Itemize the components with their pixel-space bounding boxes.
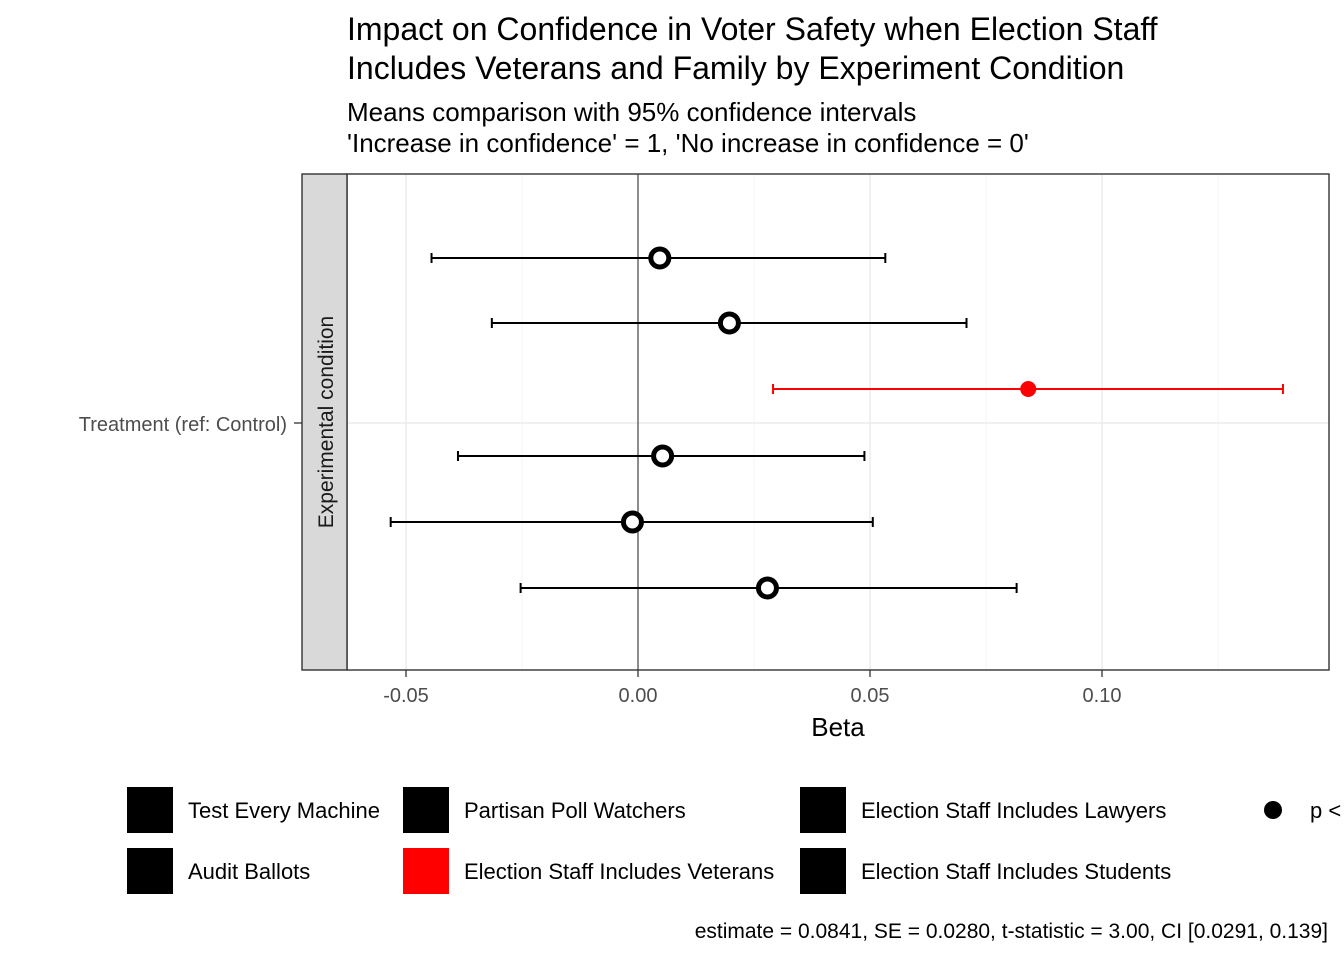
estimate-row (519, 576, 1018, 600)
estimate-row (490, 311, 968, 335)
plot-panel-border (346, 173, 1330, 671)
legend-label: Election Staff Includes Veterans (464, 859, 774, 884)
estimate-row (430, 246, 887, 270)
facet-strip (301, 173, 348, 671)
legend-swatch (127, 848, 173, 894)
estimate-point (620, 510, 644, 534)
legend-item: Audit Ballots (127, 848, 310, 894)
legend-item: Election Staff Includes Students (800, 848, 1171, 894)
legend-item: Test Every Machine (127, 787, 380, 833)
legend-item: Election Staff Includes Lawyers (800, 787, 1166, 833)
legend-label: Audit Ballots (188, 859, 310, 884)
chart-subtitle: Means comparison with 95% confidence int… (347, 97, 1029, 159)
legend-shape-point (1264, 801, 1282, 819)
estimate-point (755, 576, 779, 600)
legend-swatch (403, 787, 449, 833)
legend-label: Partisan Poll Watchers (464, 798, 686, 823)
x-axis: -0.05 0.00 0.05 0.10 (383, 670, 1121, 707)
legend-label: Election Staff Includes Lawyers (861, 798, 1166, 823)
legend-shape-item: p < (1264, 798, 1341, 823)
legend-shape-label: p < (1310, 798, 1341, 823)
legend-swatch (800, 848, 846, 894)
x-axis-tick-label: 0.05 (851, 685, 890, 707)
legend-label: Test Every Machine (188, 798, 380, 823)
estimate-point (651, 444, 675, 468)
legend-swatch (800, 787, 846, 833)
legend-label: Election Staff Includes Students (861, 859, 1171, 884)
estimate-point (648, 246, 672, 270)
legend-item: Election Staff Includes Veterans (403, 848, 774, 894)
estimate-row (456, 444, 866, 468)
estimate-point (717, 311, 741, 335)
legend: Test Every Machine Audit Ballots Partisan … (127, 787, 1341, 894)
chart-canvas: Experimental condition Treatment (ref: C… (79, 173, 1341, 894)
legend-swatch (403, 848, 449, 894)
x-axis-title: Beta (811, 712, 865, 742)
marks-layer (389, 246, 1284, 600)
estimate-row (772, 381, 1284, 397)
chart-title-line-1: Impact on Confidence in Voter Safety whe… (347, 11, 1158, 47)
x-axis-tick-label: -0.05 (383, 685, 429, 707)
grid-layer (347, 174, 1329, 670)
estimate-row (389, 510, 874, 534)
chart-title-line-2: Includes Veterans and Family by Experime… (347, 50, 1125, 86)
estimate-point (1020, 381, 1037, 397)
x-axis-tick-label: 0.00 (619, 685, 658, 707)
legend-swatch (127, 787, 173, 833)
chart-title: Impact on Confidence in Voter Safety whe… (347, 10, 1158, 88)
legend-item: Partisan Poll Watchers (403, 787, 686, 833)
x-axis-tick-label: 0.10 (1083, 685, 1122, 707)
chart-subtitle-line-1: Means comparison with 95% confidence int… (347, 97, 917, 127)
facet-strip-label: Experimental condition (315, 316, 338, 528)
y-axis-tick-label: Treatment (ref: Control) (79, 414, 287, 436)
chart-subtitle-line-2: 'Increase in confidence' = 1, 'No increa… (347, 128, 1029, 158)
chart-caption: estimate = 0.0841, SE = 0.0280, t-statis… (694, 920, 1328, 943)
